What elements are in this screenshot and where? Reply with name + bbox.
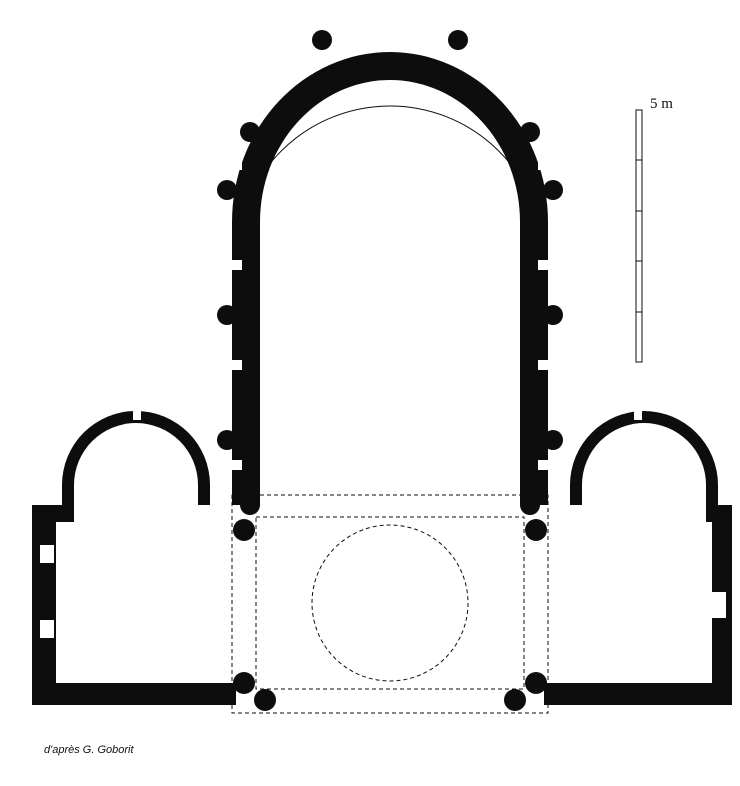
left-apsidiole-wall [62, 411, 210, 505]
right-wall-opening [712, 592, 726, 618]
scale-bar-ticks [636, 159, 642, 313]
left-transept [32, 408, 236, 705]
left-apsidiole-window [133, 408, 141, 420]
crossing [231, 494, 549, 714]
nave-apse-wall [232, 52, 548, 505]
crossing-corner-piers [233, 519, 547, 711]
right-transept-wall [544, 505, 732, 705]
dome-outline [311, 524, 469, 682]
nave-apse-dashed-outline [235, 105, 545, 505]
nave-wall-niches [232, 160, 548, 470]
crossing-inner-dashed [255, 516, 525, 690]
right-apsidiole-wall [570, 411, 718, 505]
nave-apse [217, 30, 563, 515]
right-transept [544, 408, 732, 705]
crossing-outer-dashed [231, 494, 549, 714]
scale-bar [635, 109, 643, 363]
scale-bar-label: 5 m [650, 96, 673, 112]
scale-bar-frame [635, 109, 643, 363]
right-apsidiole-window [634, 408, 642, 420]
figure-credit: d'après G. Goborit [44, 744, 134, 756]
left-transept-wall [32, 505, 236, 705]
left-wall-niches [40, 545, 54, 638]
nave-pilaster-circles [217, 30, 563, 515]
